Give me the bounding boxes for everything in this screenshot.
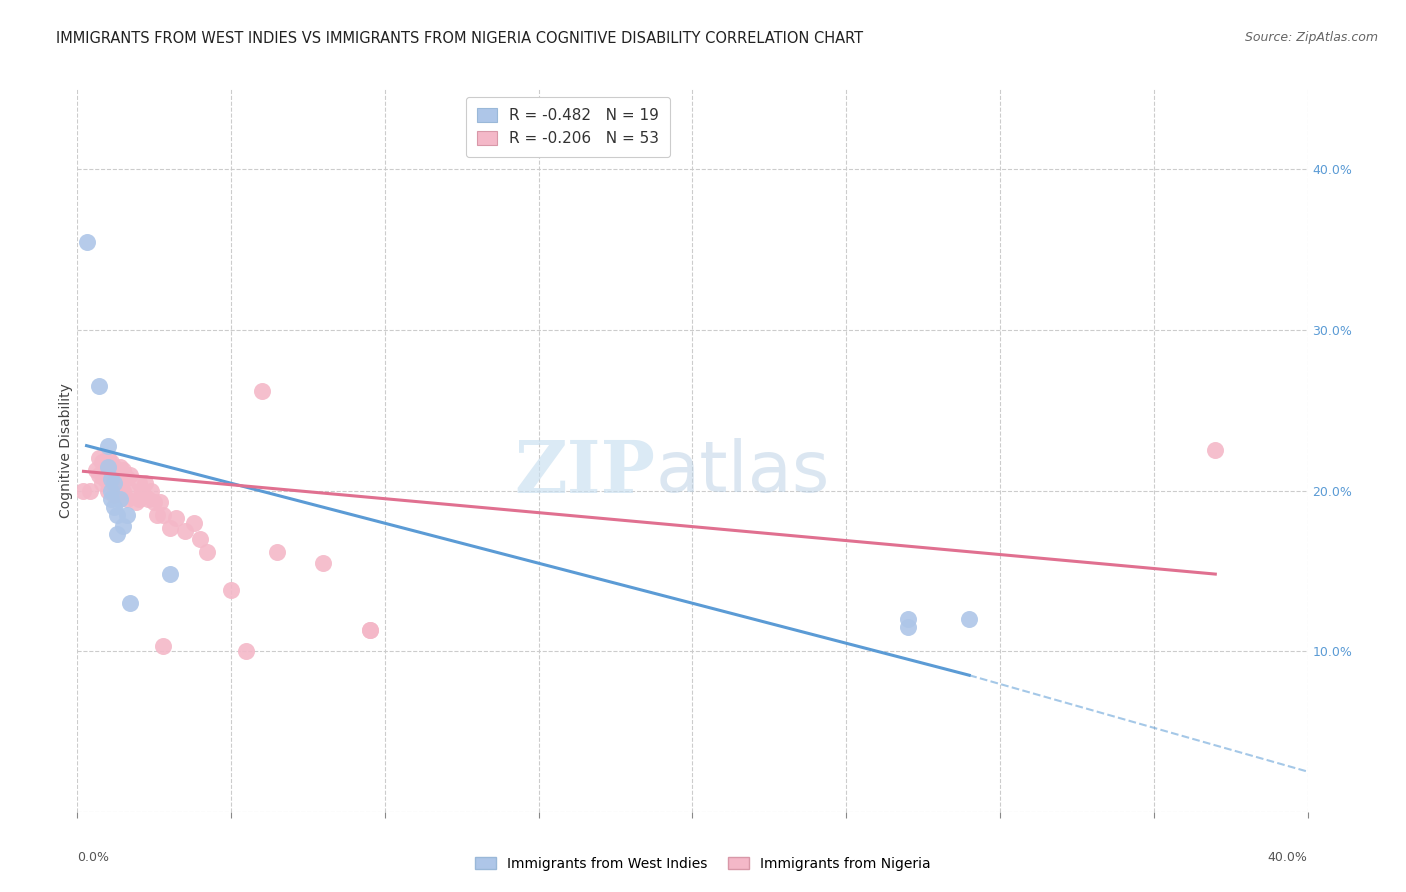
Point (97, 483, 120, 498)
Point (105, 483, 128, 498)
Point (94, 459, 117, 474)
Point (195, 544, 218, 558)
Point (100, 472, 122, 486)
Point (112, 483, 135, 498)
Point (1204, 443, 1226, 458)
Point (146, 508, 169, 522)
Point (250, 384, 273, 398)
Point (159, 520, 181, 534)
Point (131, 483, 153, 498)
Point (97, 467, 120, 482)
Point (112, 519, 135, 533)
Point (235, 644, 257, 658)
Point (134, 475, 156, 490)
Point (359, 624, 381, 638)
Point (97, 459, 120, 474)
Point (100, 471, 122, 485)
Point (79, 483, 101, 498)
Point (100, 483, 122, 498)
Point (359, 624, 381, 638)
Point (957, 612, 980, 626)
Point (110, 475, 132, 490)
Point (105, 527, 128, 541)
Point (100, 455, 122, 469)
Point (103, 475, 125, 490)
Point (110, 491, 132, 506)
Point (128, 475, 150, 490)
Point (97, 439, 120, 453)
Point (136, 491, 159, 506)
Point (152, 508, 174, 522)
Point (115, 508, 138, 522)
Point (103, 488, 125, 502)
Point (90, 475, 114, 490)
Point (141, 483, 163, 498)
Point (72, 483, 94, 498)
Text: 40.0%: 40.0% (1268, 852, 1308, 864)
Point (112, 463, 135, 477)
Point (103, 500, 125, 514)
Point (183, 516, 205, 530)
Point (118, 596, 141, 610)
Point (84, 463, 107, 477)
Point (103, 459, 125, 474)
Point (125, 495, 148, 509)
Point (87, 379, 110, 393)
Point (105, 467, 128, 482)
Y-axis label: Cognitive Disability: Cognitive Disability (59, 383, 73, 518)
Point (105, 508, 128, 522)
Text: atlas: atlas (655, 438, 830, 507)
Point (118, 467, 141, 482)
Point (90, 455, 114, 469)
Point (897, 620, 920, 634)
Point (188, 532, 212, 546)
Legend: Immigrants from West Indies, Immigrants from Nigeria: Immigrants from West Indies, Immigrants … (468, 850, 938, 878)
Point (103, 475, 125, 490)
Point (143, 495, 166, 509)
Text: IMMIGRANTS FROM WEST INDIES VS IMMIGRANTS FROM NIGERIA COGNITIVE DISABILITY CORR: IMMIGRANTS FROM WEST INDIES VS IMMIGRANT… (56, 31, 863, 46)
Point (87, 451, 110, 466)
Point (97, 451, 120, 466)
Point (266, 544, 288, 558)
Point (100, 491, 122, 506)
Point (110, 459, 132, 474)
Point (128, 491, 150, 506)
Point (115, 491, 138, 506)
Point (94, 472, 117, 486)
Legend: R = -0.482   N = 19, R = -0.206   N = 53: R = -0.482 N = 19, R = -0.206 N = 53 (467, 97, 669, 157)
Point (312, 556, 335, 570)
Point (152, 640, 174, 654)
Point (76, 235, 98, 249)
Point (115, 471, 138, 485)
Point (219, 583, 242, 598)
Point (159, 567, 181, 582)
Point (87, 467, 110, 482)
Text: 0.0%: 0.0% (77, 852, 110, 864)
Text: Source: ZipAtlas.com: Source: ZipAtlas.com (1244, 31, 1378, 45)
Point (165, 511, 187, 525)
Point (121, 483, 143, 498)
Point (174, 524, 197, 538)
Point (897, 612, 920, 626)
Text: ZIP: ZIP (515, 437, 655, 508)
Point (149, 495, 172, 509)
